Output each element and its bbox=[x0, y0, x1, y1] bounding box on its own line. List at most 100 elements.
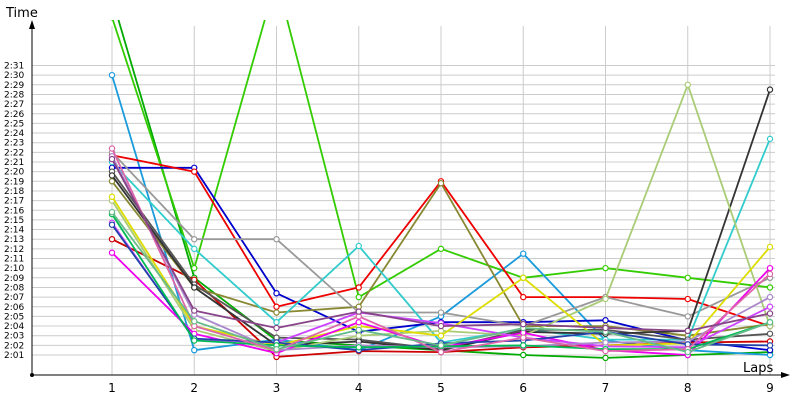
data-point bbox=[520, 274, 527, 281]
data-point bbox=[191, 168, 198, 175]
data-point bbox=[602, 339, 609, 346]
data-point bbox=[273, 235, 280, 243]
x-tick-label: 9 bbox=[766, 381, 774, 395]
data-point bbox=[108, 145, 116, 152]
data-point bbox=[273, 346, 280, 353]
y-tick-label: 2:22 bbox=[4, 148, 24, 158]
x-axis-title: Laps bbox=[743, 361, 773, 376]
y-tick-label: 2:18 bbox=[4, 187, 24, 197]
x-tick-label: 4 bbox=[355, 381, 363, 395]
x-tick-label: 3 bbox=[273, 381, 281, 395]
data-point bbox=[520, 351, 527, 359]
y-tick-label: 2:20 bbox=[4, 168, 24, 178]
data-point bbox=[191, 318, 198, 325]
data-point bbox=[108, 193, 116, 200]
y-tick-label: 2:31 bbox=[4, 62, 24, 72]
series-2 bbox=[110, 20, 774, 301]
data-point bbox=[108, 249, 116, 256]
data-point bbox=[684, 81, 691, 89]
data-point bbox=[766, 318, 774, 326]
y-tick-label: 2:09 bbox=[4, 274, 24, 284]
x-tick-labels: 1 2 3 4 5 6 7 8 9 bbox=[108, 381, 774, 395]
y-tick-label: 2:17 bbox=[4, 197, 24, 207]
data-point bbox=[191, 235, 198, 243]
y-tick-label: 2:10 bbox=[4, 264, 24, 274]
data-point bbox=[602, 317, 609, 324]
data-point bbox=[766, 310, 774, 317]
data-point bbox=[273, 309, 280, 316]
data-point bbox=[602, 347, 609, 355]
data-point bbox=[355, 242, 362, 250]
data-point bbox=[766, 284, 774, 291]
data-point bbox=[355, 332, 362, 339]
gridlines bbox=[32, 26, 775, 375]
data-point bbox=[766, 270, 774, 278]
data-point bbox=[766, 293, 774, 301]
y-tick-label: 2:16 bbox=[4, 206, 24, 216]
data-point bbox=[684, 348, 691, 356]
data-point bbox=[191, 284, 198, 291]
data-point bbox=[355, 344, 362, 351]
data-point bbox=[273, 290, 280, 297]
data-point bbox=[520, 250, 527, 257]
x-tick-label: 7 bbox=[602, 381, 610, 395]
data-point bbox=[520, 320, 527, 328]
y-tick-label: 2:13 bbox=[4, 235, 24, 245]
data-point bbox=[684, 274, 691, 281]
y-tick-label: 2:08 bbox=[4, 283, 24, 293]
data-point bbox=[191, 307, 198, 314]
data-point bbox=[437, 332, 445, 339]
x-tick-label: 5 bbox=[437, 381, 445, 395]
y-tick-label: 2:28 bbox=[4, 90, 24, 100]
y-tick-label: 2:24 bbox=[4, 129, 24, 139]
y-tick-label: 2:30 bbox=[4, 71, 24, 81]
origin-dot bbox=[30, 373, 34, 377]
y-tick-label: 2:19 bbox=[4, 177, 24, 187]
data-point bbox=[108, 172, 116, 179]
y-tick-label: 2:21 bbox=[4, 158, 24, 168]
data-point bbox=[437, 342, 445, 349]
data-point bbox=[191, 264, 198, 272]
data-point bbox=[766, 135, 774, 143]
series-20 bbox=[108, 208, 774, 356]
data-point bbox=[602, 264, 609, 272]
data-point bbox=[108, 71, 116, 79]
data-point bbox=[355, 326, 362, 334]
y-tick-label: 2:12 bbox=[4, 245, 24, 255]
data-point bbox=[437, 348, 445, 356]
data-point bbox=[437, 180, 445, 187]
data-point bbox=[273, 303, 280, 310]
data-point bbox=[766, 264, 774, 272]
data-point bbox=[108, 235, 116, 243]
data-point bbox=[684, 313, 691, 320]
data-point bbox=[602, 295, 609, 303]
series bbox=[108, 0, 774, 362]
data-point bbox=[191, 346, 198, 354]
data-point bbox=[520, 342, 527, 349]
x-tick-label: 1 bbox=[108, 381, 116, 395]
data-point bbox=[109, 0, 114, 1]
y-axis-arrow bbox=[29, 20, 35, 29]
data-point bbox=[273, 318, 280, 326]
y-tick-label: 2:14 bbox=[4, 226, 24, 236]
data-point bbox=[355, 308, 362, 315]
y-tick-label: 2:03 bbox=[4, 332, 24, 342]
data-point bbox=[191, 337, 198, 344]
data-point bbox=[355, 293, 362, 301]
data-point bbox=[273, 324, 280, 332]
y-axis-title: Time bbox=[5, 6, 38, 21]
data-point bbox=[191, 245, 198, 253]
series-21 bbox=[108, 155, 774, 335]
data-point bbox=[355, 318, 362, 326]
y-tick-label: 2:11 bbox=[4, 255, 24, 265]
y-tick-label: 2:06 bbox=[4, 303, 24, 313]
data-point bbox=[108, 155, 116, 163]
y-tick-label: 2:05 bbox=[4, 312, 24, 322]
y-tick-label: 2:15 bbox=[4, 216, 24, 226]
data-point bbox=[602, 324, 609, 332]
y-tick-label: 2:01 bbox=[4, 351, 24, 361]
data-point bbox=[520, 334, 527, 341]
data-point bbox=[766, 86, 774, 93]
x-axis-arrow bbox=[781, 372, 790, 378]
data-point bbox=[684, 295, 691, 303]
